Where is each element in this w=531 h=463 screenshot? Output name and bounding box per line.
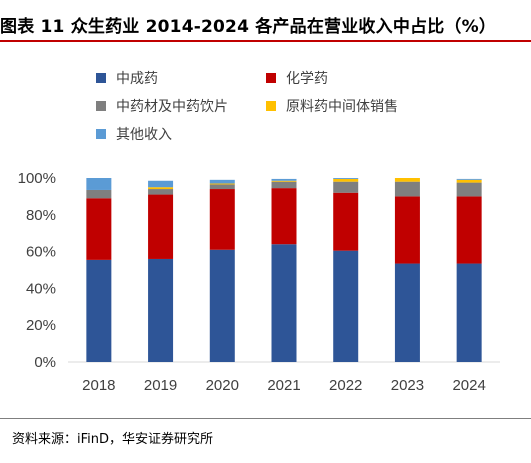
legend-swatch bbox=[96, 129, 106, 139]
x-axis: 2018 2019 2020 2021 2022 2023 2024 bbox=[82, 377, 486, 394]
bar-segment bbox=[271, 244, 297, 362]
bar-segment bbox=[86, 259, 112, 362]
x-tick-label: 2020 bbox=[206, 377, 239, 394]
y-tick-label: 80% bbox=[26, 207, 56, 224]
x-tick-label: 2019 bbox=[144, 377, 177, 394]
bar-segment bbox=[394, 196, 420, 264]
bar-segment bbox=[86, 189, 112, 199]
bar-segment bbox=[148, 194, 174, 259]
bar-segment bbox=[394, 181, 420, 197]
bar-segment bbox=[209, 183, 235, 185]
bar-segment bbox=[333, 178, 359, 182]
bar-segment bbox=[271, 178, 297, 181]
bar-segment bbox=[209, 249, 235, 362]
legend-label: 中成药 bbox=[116, 71, 158, 87]
bar-segment bbox=[148, 258, 174, 362]
bars bbox=[86, 178, 482, 362]
chart-area: 中成药 化学药中药材及中药饮片 原料药中间体销售其他收入 0% 20% 40% 60% 80… bbox=[0, 42, 531, 420]
bar-segment bbox=[333, 192, 359, 251]
legend-label: 化学药 bbox=[286, 71, 328, 87]
y-axis: 0% 20% 40% 60% 80% 100% bbox=[18, 170, 500, 371]
legend-swatch bbox=[96, 101, 106, 111]
bar-segment bbox=[209, 189, 235, 250]
legend-swatch bbox=[96, 73, 106, 83]
bar-segment bbox=[86, 178, 112, 190]
x-tick-label: 2021 bbox=[267, 377, 300, 394]
bar-segment bbox=[209, 179, 235, 184]
x-tick-label: 2018 bbox=[82, 377, 115, 394]
y-tick-label: 60% bbox=[26, 244, 56, 261]
bar-segment bbox=[209, 184, 235, 190]
bar-segment bbox=[148, 187, 174, 190]
legend-swatch bbox=[266, 73, 276, 83]
source-divider bbox=[0, 418, 531, 419]
bar-segment bbox=[456, 263, 482, 362]
y-tick-label: 0% bbox=[34, 354, 56, 371]
legend-label: 原料药中间体销售 bbox=[286, 99, 398, 115]
bar-segment bbox=[271, 181, 297, 189]
x-tick-label: 2022 bbox=[329, 377, 362, 394]
bar-segment bbox=[394, 263, 420, 362]
bar-segment bbox=[456, 196, 482, 264]
y-tick-label: 100% bbox=[18, 170, 56, 187]
chart-title: 图表 11 众生药业 2014-2024 各产品在营业收入中占比（%） bbox=[0, 17, 497, 37]
bar-segment bbox=[333, 178, 359, 179]
bar-segment bbox=[456, 182, 482, 197]
y-tick-label: 40% bbox=[26, 280, 56, 297]
y-tick-label: 20% bbox=[26, 317, 56, 334]
x-tick-label: 2023 bbox=[391, 377, 424, 394]
legend-label: 中药材及中药饮片 bbox=[116, 99, 228, 115]
bar-segment bbox=[271, 188, 297, 245]
bar-segment bbox=[333, 250, 359, 362]
legend-label: 其他收入 bbox=[116, 127, 172, 143]
bar-segment bbox=[456, 178, 482, 180]
bar-segment bbox=[148, 180, 174, 188]
title-divider bbox=[0, 40, 531, 42]
source-note: 资料来源：iFinD，华安证券研究所 bbox=[12, 432, 214, 447]
x-tick-label: 2024 bbox=[452, 377, 485, 394]
bar-segment bbox=[271, 180, 297, 182]
bar-segment bbox=[333, 181, 359, 193]
bar-segment bbox=[86, 198, 112, 260]
legend-swatch bbox=[266, 101, 276, 111]
bar-segment bbox=[394, 178, 420, 182]
bar-segment bbox=[456, 179, 482, 183]
bar-segment bbox=[148, 189, 174, 195]
